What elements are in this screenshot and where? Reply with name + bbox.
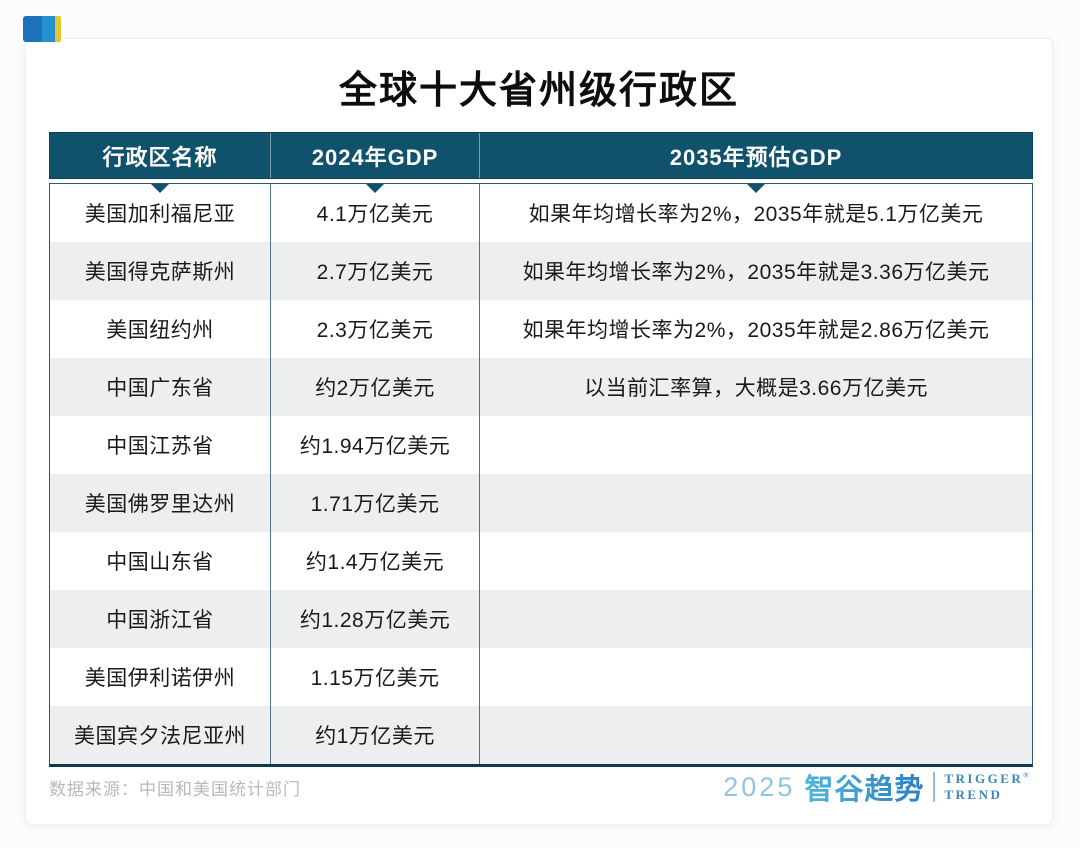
table-row: 美国伊利诺伊州 1.15万亿美元 [50, 648, 1032, 706]
brand-corner-icon [23, 16, 61, 42]
mark-yellow-stripe [55, 16, 61, 42]
cell-region: 中国广东省 [106, 377, 214, 400]
logo-en-name: TRIGGER® TREND [944, 771, 1031, 802]
table-row: 美国纽约州 2.3万亿美元 如果年均增长率为2%，2035年就是2.86万亿美元 [50, 300, 1032, 358]
table-row: 中国广东省 约2万亿美元 以当前汇率算，大概是3.66万亿美元 [50, 358, 1032, 416]
logo-en-line1-wrap: TRIGGER® [944, 771, 1031, 787]
infographic-card: 全球十大省州级行政区 行政区名称 2024年GDP 2035年预估GDP 美国加… [25, 38, 1053, 825]
cell-region: 中国江苏省 [106, 435, 214, 458]
cell-gdp-2035: 以当前汇率算，大概是3.66万亿美元 [479, 358, 1032, 416]
table-row: 美国佛罗里达州 1.71万亿美元 [50, 474, 1032, 532]
cell-gdp-2035: 如果年均增长率为2%，2035年就是3.36万亿美元 [479, 242, 1032, 300]
cell-gdp-2024: 1.15万亿美元 [269, 648, 479, 706]
column-header-gdp-2035: 2035年预估GDP [479, 133, 1032, 178]
column-header-gdp-2024: 2024年GDP [269, 133, 479, 178]
triangle-down-icon [746, 184, 765, 193]
cell-region: 美国纽约州 [106, 319, 214, 342]
logo-en-line2: TREND [944, 787, 1003, 802]
gdp-table: 行政区名称 2024年GDP 2035年预估GDP 美国加利福尼亚 4.1万亿美… [49, 132, 1033, 767]
logo-brand-name: 智谷趋势 [804, 766, 924, 808]
table-row: 美国得克萨斯州 2.7万亿美元 如果年均增长率为2%，2035年就是3.36万亿… [50, 242, 1032, 300]
cell-gdp-2035 [479, 648, 1032, 706]
cell-region: 美国加利福尼亚 [84, 203, 236, 226]
cell-gdp-2024: 2.3万亿美元 [269, 300, 479, 358]
table-row: 中国山东省 约1.4万亿美元 [50, 532, 1032, 590]
cell-gdp-2024: 约2万亿美元 [269, 358, 479, 416]
table-row: 中国浙江省 约1.28万亿美元 [50, 590, 1032, 648]
logo-year: 2025 [723, 771, 796, 802]
triangle-down-icon [365, 184, 384, 193]
cell-gdp-2035 [479, 706, 1032, 764]
cell-region: 美国宾夕法尼亚州 [73, 725, 246, 748]
table-header-row: 行政区名称 2024年GDP 2035年预估GDP [49, 132, 1033, 179]
cell-gdp-2035 [479, 474, 1032, 532]
cell-gdp-2035: 如果年均增长率为2%，2035年就是5.1万亿美元 [479, 184, 1032, 242]
cell-region: 美国佛罗里达州 [84, 493, 236, 516]
cell-region: 中国浙江省 [106, 609, 214, 632]
table-body: 美国加利福尼亚 4.1万亿美元 如果年均增长率为2%，2035年就是5.1万亿美… [49, 183, 1033, 767]
cell-gdp-2035 [479, 590, 1032, 648]
table-row: 美国加利福尼亚 4.1万亿美元 如果年均增长率为2%，2035年就是5.1万亿美… [50, 184, 1032, 242]
mark-blue-light-block [42, 16, 55, 42]
cell-region: 美国得克萨斯州 [84, 261, 236, 284]
cell-gdp-2024: 约1.94万亿美元 [269, 416, 479, 474]
cell-gdp-2024: 约1.4万亿美元 [269, 532, 479, 590]
cell-gdp-2024: 约1.28万亿美元 [269, 590, 479, 648]
cell-region: 美国伊利诺伊州 [84, 667, 236, 690]
logo-en-line1: TRIGGER [944, 771, 1024, 787]
card-footer: 数据来源：中国和美国统计部门 2025 智谷趋势 TRIGGER® TREND [49, 766, 1031, 808]
cell-gdp-2035 [479, 532, 1032, 590]
cell-gdp-2024: 4.1万亿美元 [269, 184, 479, 242]
mark-blue-dark-block [23, 16, 42, 42]
triangle-down-icon [150, 184, 169, 193]
data-source-note: 数据来源：中国和美国统计部门 [49, 779, 301, 799]
table-row: 中国江苏省 约1.94万亿美元 [50, 416, 1032, 474]
cell-region: 中国山东省 [106, 551, 214, 574]
cell-gdp-2024: 1.71万亿美元 [269, 474, 479, 532]
table-row: 美国宾夕法尼亚州 约1万亿美元 [50, 706, 1032, 764]
registered-mark: ® [1023, 772, 1031, 781]
cell-gdp-2024: 2.7万亿美元 [269, 242, 479, 300]
logo-divider [933, 772, 936, 802]
brand-logo: 2025 智谷趋势 TRIGGER® TREND [723, 766, 1031, 808]
column-header-region: 行政区名称 [102, 144, 218, 170]
cell-gdp-2035: 如果年均增长率为2%，2035年就是2.86万亿美元 [479, 300, 1032, 358]
page-title: 全球十大省州级行政区 [338, 70, 739, 112]
cell-gdp-2035 [479, 416, 1032, 474]
cell-gdp-2024: 约1万亿美元 [269, 706, 479, 764]
